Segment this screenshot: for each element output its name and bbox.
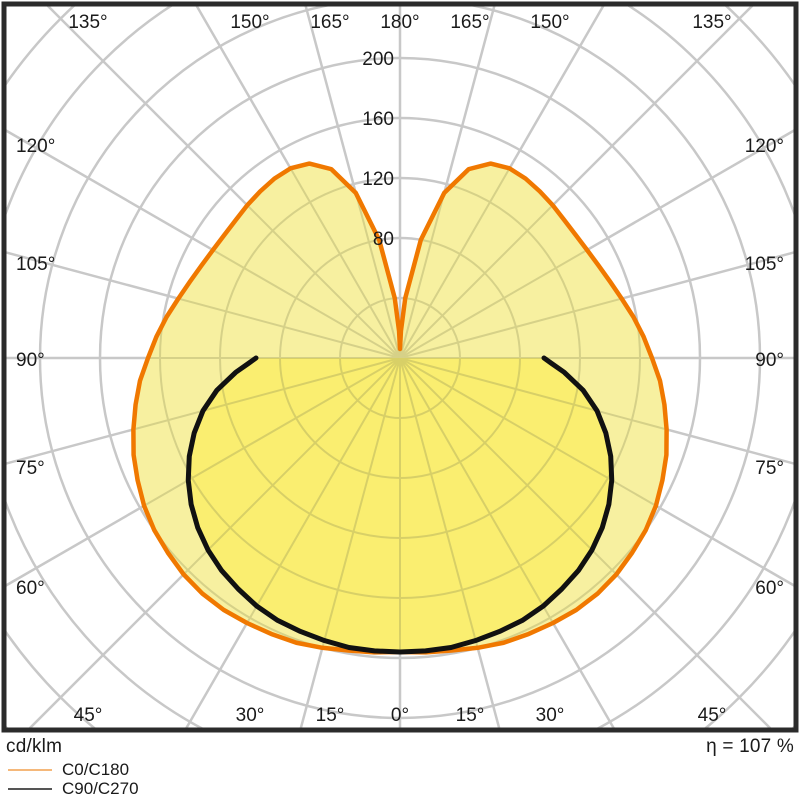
angle-label-top-0: 135° — [68, 12, 107, 33]
footer-row: cd/klm η = 107 % — [0, 730, 800, 764]
radial-tick-label-200: 200 — [362, 49, 394, 70]
legend-item-c90[interactable]: C90/C270 — [8, 779, 408, 798]
angle-label-left-3: 75° — [16, 458, 45, 479]
radial-tick-label-120: 120 — [362, 169, 394, 190]
efficiency-label: η = 107 % — [706, 736, 794, 757]
angle-label-bottom-3: 0° — [391, 705, 409, 726]
radial-tick-label-160: 160 — [362, 109, 394, 130]
angle-label-right-0: 120° — [745, 136, 784, 157]
series-layer — [131, 161, 669, 655]
angle-label-bottom-5: 30° — [536, 705, 565, 726]
legend-item-c0[interactable]: C0/C180 — [8, 760, 408, 779]
angle-label-top-3: 180° — [380, 12, 419, 33]
legend-label-c90: C90/C270 — [62, 779, 139, 798]
legend-swatch-c90 — [8, 787, 52, 790]
legend: C0/C180 C90/C270 — [8, 760, 408, 798]
angle-label-right-1: 105° — [745, 254, 784, 275]
angle-label-top-4: 165° — [450, 12, 489, 33]
angle-label-bottom-2: 15° — [316, 705, 345, 726]
angle-label-left-1: 105° — [16, 254, 55, 275]
legend-swatch-c0 — [8, 768, 52, 771]
polar-chart: 135° 150° 165° 180° 165° 150° 135° 45° 30° 15° 0° 1… — [1, 1, 799, 733]
radial-tick-label-80: 80 — [373, 229, 394, 250]
unit-label: cd/klm — [6, 736, 63, 757]
legend-label-c0: C0/C180 — [62, 760, 130, 779]
angle-label-bottom-1: 30° — [236, 705, 265, 726]
angle-label-right-4: 60° — [755, 578, 784, 599]
angle-label-left-0: 120° — [16, 136, 55, 157]
angle-label-left-2: 90° — [16, 350, 45, 371]
angle-label-left-4: 60° — [16, 578, 45, 599]
angle-label-bottom-4: 15° — [456, 705, 485, 726]
angle-label-top-1: 150° — [230, 12, 269, 33]
angle-label-right-3: 75° — [755, 458, 784, 479]
axis-labels: 135° 150° 165° 180° 165° 150° 135° 45° 30° 15° 0° 1… — [16, 12, 784, 726]
angle-label-top-5: 150° — [530, 12, 569, 33]
angle-label-top-6: 135° — [692, 12, 731, 33]
angle-label-top-2: 165° — [310, 12, 349, 33]
angle-label-bottom-6: 45° — [698, 705, 727, 726]
angle-label-right-2: 90° — [755, 350, 784, 371]
angle-label-bottom-0: 45° — [74, 705, 103, 726]
chart-frame — [1, 1, 799, 733]
